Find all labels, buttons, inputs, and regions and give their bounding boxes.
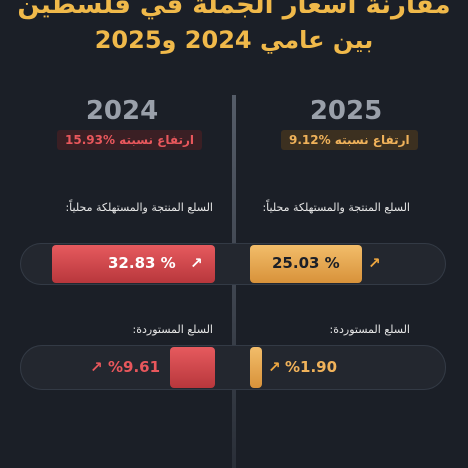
year: 2024	[85, 96, 159, 126]
title: مقارنة أسعار الجملة في فلسطين	[17, 0, 451, 20]
arrow-icon: ↗	[268, 358, 281, 376]
row-label: السلع المنتجة والمستهلكة محلياً:	[262, 201, 410, 214]
year: 2025	[309, 96, 383, 126]
bar	[170, 347, 215, 388]
bar	[250, 245, 362, 283]
value: %9.61	[108, 358, 161, 376]
value: %1.90	[285, 358, 338, 376]
bar-track	[20, 345, 446, 390]
arrow-icon: ↗	[190, 254, 203, 272]
value: % 32.83	[108, 254, 176, 272]
change-badge: ارتفاع نسبته %9.12	[281, 130, 418, 150]
arrow-icon: ↗	[90, 358, 103, 376]
value: % 25.03	[272, 254, 340, 272]
row-label: السلع المنتجة والمستهلكة محلياً:	[65, 201, 213, 214]
subtitle: بين عامي 2024 و2025	[94, 26, 374, 54]
arrow-icon: ↗	[368, 254, 381, 272]
row-label: السلع المستوردة:	[132, 323, 213, 336]
bar	[52, 245, 215, 283]
row-label: السلع المستوردة:	[329, 323, 410, 336]
change-badge: ارتفاع نسبته %15.93	[57, 130, 203, 150]
bar	[250, 347, 262, 388]
